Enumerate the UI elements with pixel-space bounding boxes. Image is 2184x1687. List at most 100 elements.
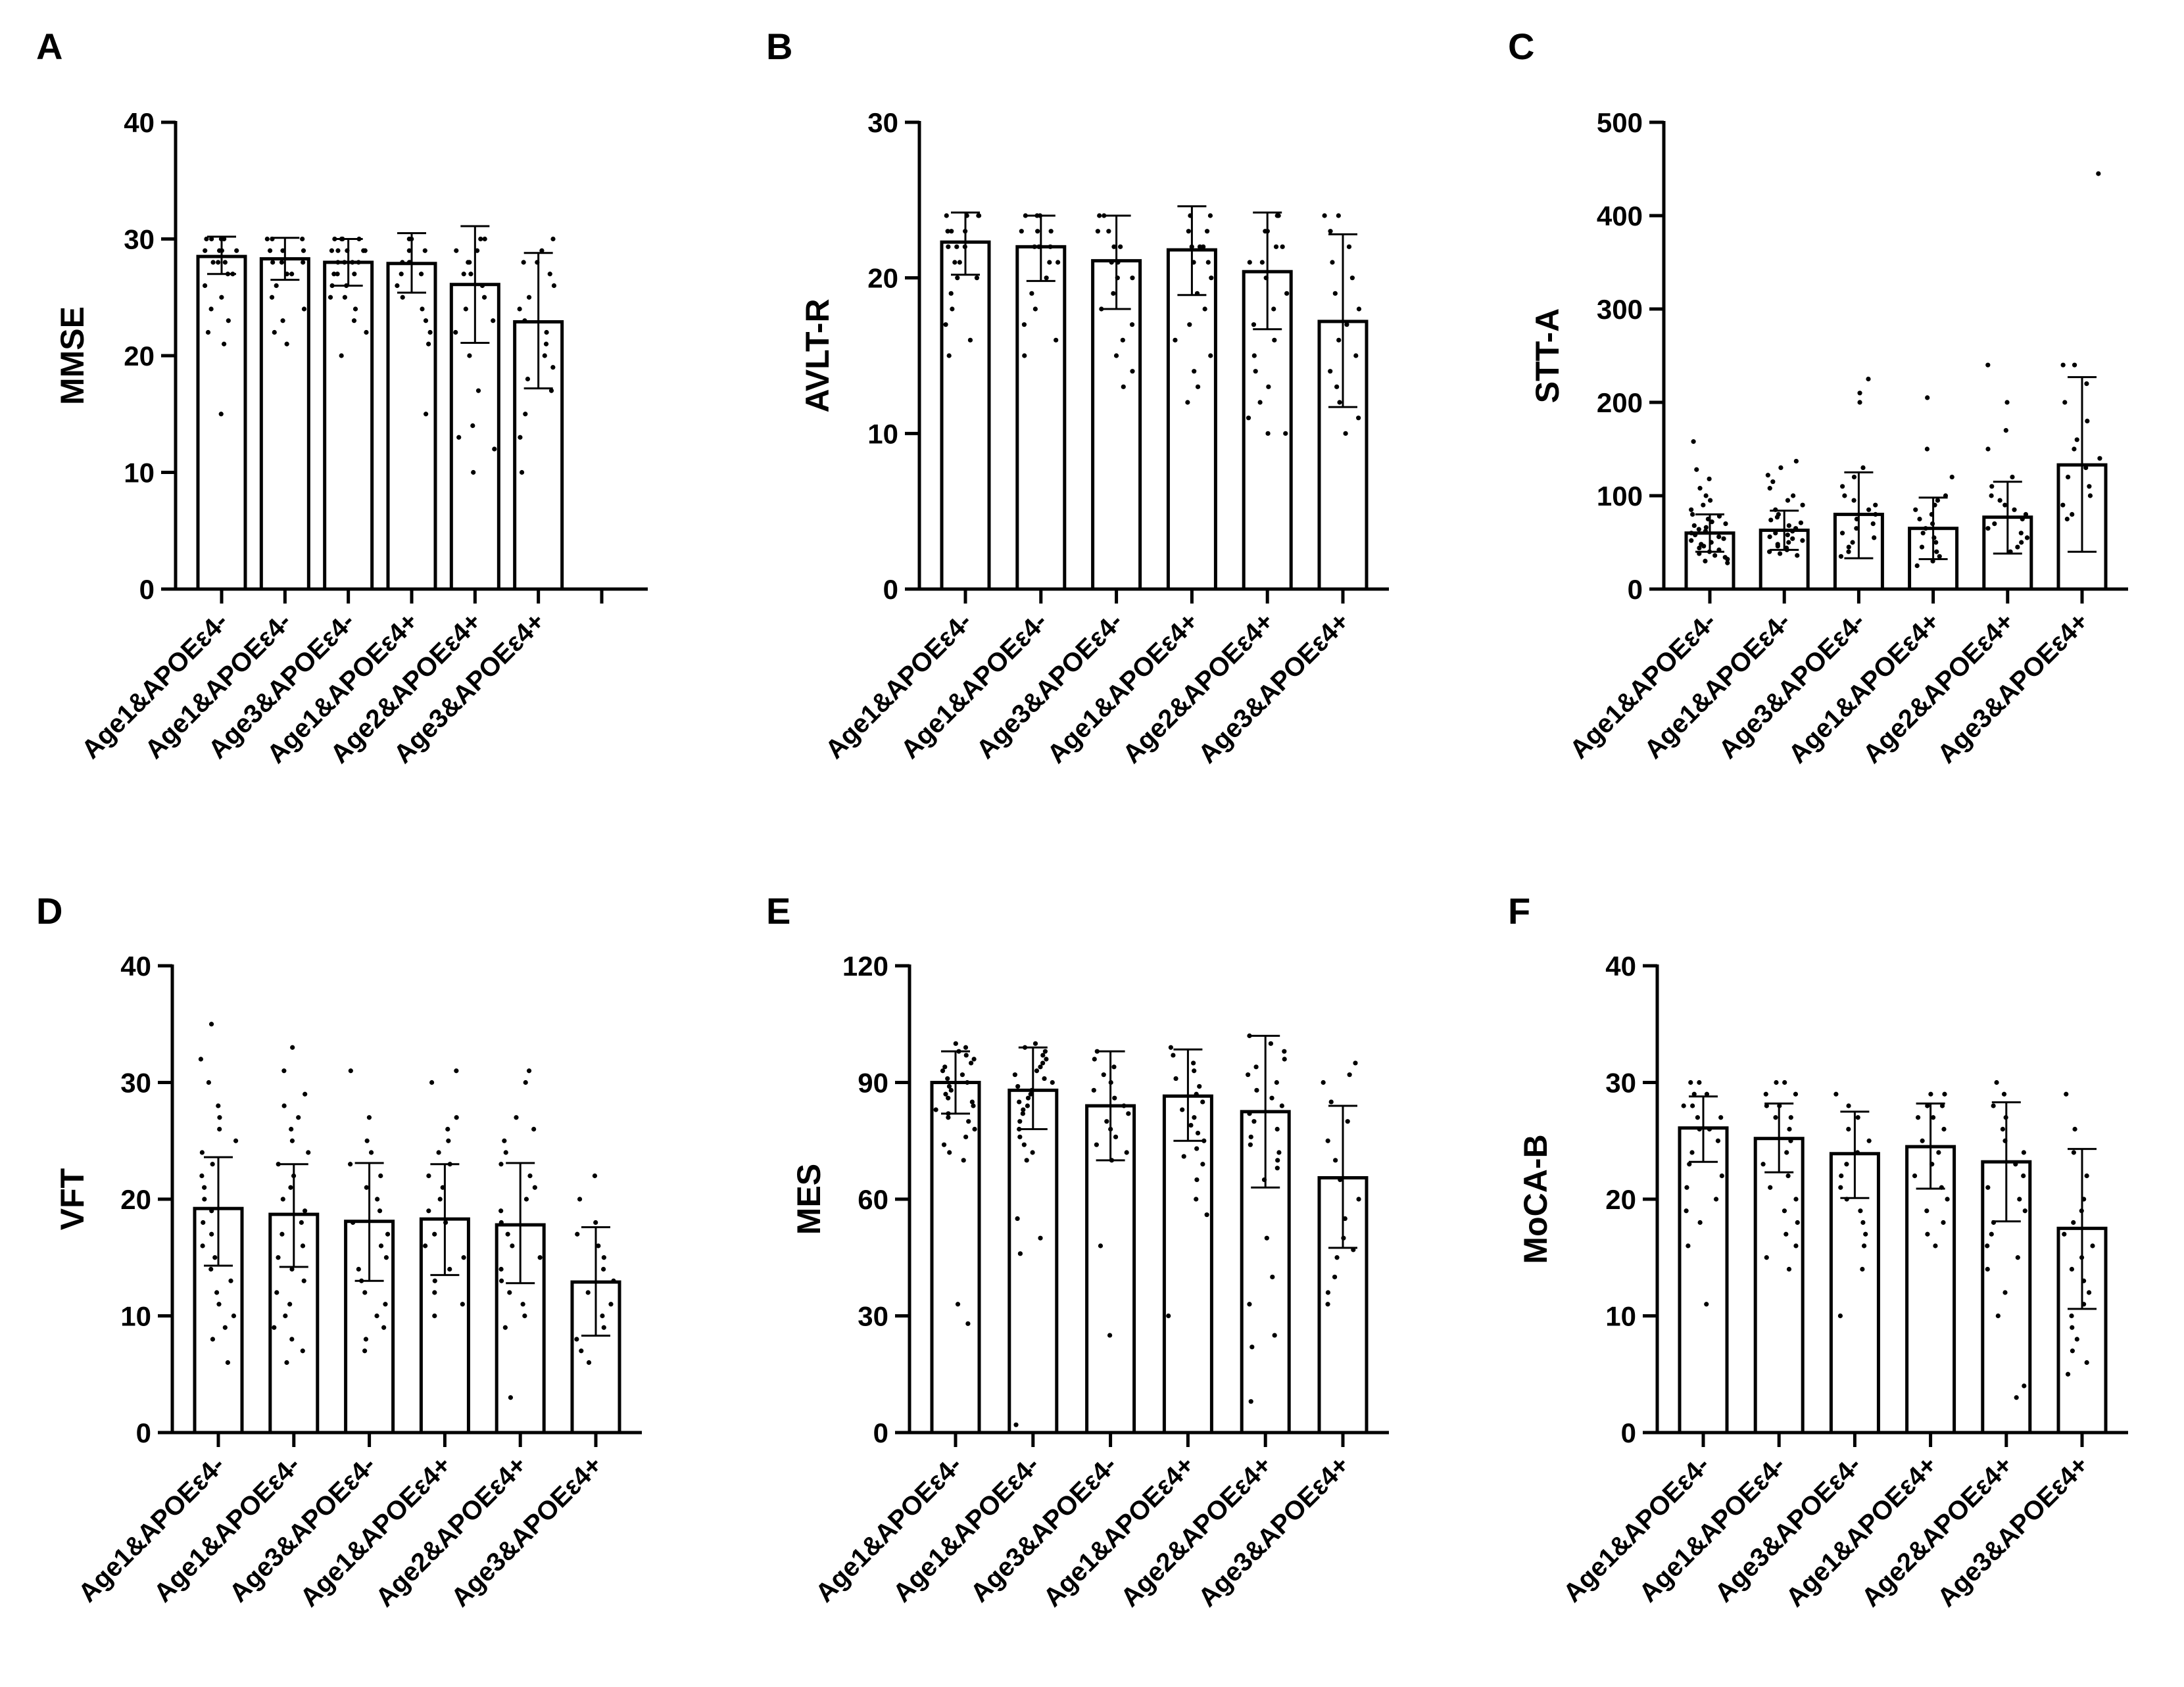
data-point [946, 1095, 951, 1101]
data-point [1689, 538, 1694, 543]
data-point [1092, 1057, 1097, 1062]
data-point [1855, 1115, 1860, 1120]
data-point [1782, 1208, 1787, 1214]
data-point [1985, 1243, 1990, 1248]
data-point [1930, 1115, 1936, 1120]
y-tick-label: 20 [1605, 1184, 1636, 1215]
data-point [2002, 1290, 2008, 1295]
data-point [2014, 1395, 2019, 1400]
data-point [385, 1231, 391, 1237]
data-point [498, 1162, 504, 1167]
data-point [1763, 1091, 1768, 1097]
data-point [1246, 1072, 1251, 1078]
data-point [1770, 479, 1776, 485]
data-point [2017, 1197, 2022, 1202]
y-tick-label: 30 [858, 1301, 888, 1332]
data-point [1991, 1103, 1996, 1108]
data-point [523, 412, 528, 417]
data-point [1282, 1049, 1287, 1054]
data-point [1846, 1126, 1851, 1132]
data-point [1846, 1103, 1851, 1108]
data-point [1684, 1185, 1689, 1190]
data-point [2069, 1266, 2075, 1272]
data-point [1691, 523, 1697, 529]
data-point [1857, 391, 1862, 396]
data-point [1846, 544, 1851, 550]
data-point [335, 272, 340, 277]
y-tick-label: 20 [867, 263, 898, 294]
data-point [218, 412, 224, 417]
data-point [1989, 484, 1995, 489]
data-point [1338, 1177, 1343, 1183]
y-axis-label: VFT [54, 1168, 91, 1230]
data-point [364, 1185, 369, 1190]
data-point [1345, 1119, 1350, 1124]
data-point [2019, 540, 2024, 545]
data-point [1248, 1134, 1253, 1139]
data-point [279, 260, 285, 265]
data-point [234, 248, 239, 253]
panel-letter: E [766, 890, 790, 932]
data-point [454, 1068, 459, 1074]
data-point [1121, 1103, 1127, 1108]
data-point [1703, 525, 1709, 530]
data-point [1768, 517, 1774, 523]
data-point [1917, 516, 1922, 522]
data-point [575, 1231, 580, 1237]
data-point [210, 1337, 216, 1342]
data-point [1866, 1138, 1872, 1143]
data-point [1126, 1111, 1131, 1116]
data-point [527, 1173, 533, 1179]
data-point [601, 1325, 606, 1330]
data-point [1024, 1158, 1029, 1163]
data-point [1793, 1091, 1799, 1097]
data-point [206, 1080, 212, 1085]
data-point [1274, 1080, 1279, 1085]
data-point [608, 1302, 614, 1307]
data-point [955, 1302, 961, 1307]
y-tick-label: 120 [842, 951, 888, 982]
data-point [377, 1208, 383, 1214]
data-point [274, 283, 279, 289]
data-point [233, 1138, 239, 1143]
data-point [432, 1278, 437, 1283]
data-point [491, 318, 496, 323]
data-point [946, 1115, 951, 1120]
data-point [1253, 369, 1258, 374]
data-point [1251, 322, 1257, 327]
data-point [204, 236, 209, 242]
data-point [946, 353, 952, 358]
data-point [1020, 1111, 1025, 1116]
data-point [362, 1348, 368, 1354]
data-point [1343, 431, 1348, 436]
data-point [350, 260, 355, 265]
data-point [519, 469, 525, 475]
data-point [2060, 362, 2066, 368]
data-point [547, 272, 552, 277]
data-point [945, 229, 950, 234]
data-point [2065, 1371, 2071, 1377]
data-point [526, 295, 532, 300]
data-point [1180, 1107, 1185, 1112]
data-point [514, 1115, 519, 1120]
data-point [1985, 446, 1991, 452]
data-point [1276, 213, 1281, 218]
data-point [1095, 229, 1100, 234]
y-axis-label: STT-A [1529, 308, 1566, 403]
data-point [1689, 1150, 1695, 1155]
data-point [1933, 540, 1939, 545]
data-point [1280, 244, 1285, 249]
data-point [1054, 337, 1059, 343]
data-point [479, 283, 485, 289]
data-point [2003, 428, 2008, 433]
data-point [427, 329, 433, 335]
data-point [596, 1243, 601, 1248]
data-point [1851, 498, 1856, 503]
data-point [1192, 369, 1197, 374]
data-point [2022, 1208, 2027, 1214]
data-point [1686, 1243, 1691, 1248]
data-point [1187, 322, 1192, 327]
data-point [1042, 1076, 1047, 1081]
panel-D: DVFT010203040Age1&APOEε4-Age1&APOEε4-Age… [36, 890, 642, 1613]
data-point [1858, 1208, 1863, 1214]
